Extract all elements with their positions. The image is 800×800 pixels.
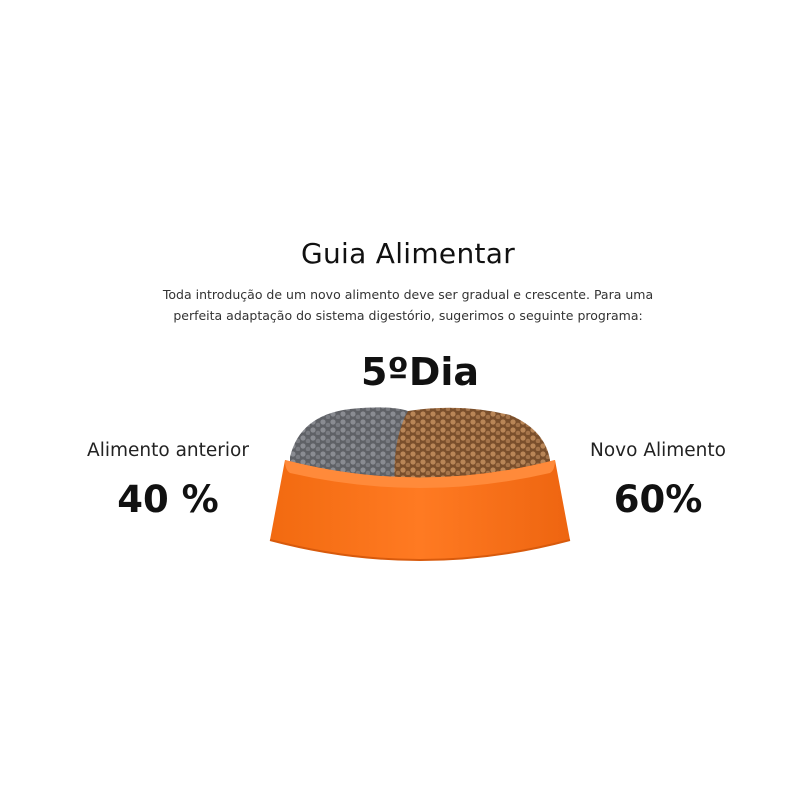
page-title: Guia Alimentar bbox=[300, 237, 516, 270]
intro-line-2: perfeita adaptação do sistema digestório… bbox=[173, 308, 643, 323]
new-food-label: Novo Alimento bbox=[590, 440, 726, 461]
food-bowl-image bbox=[269, 407, 571, 561]
day-label: 5ºDia bbox=[360, 350, 480, 394]
bowl-body bbox=[270, 460, 570, 560]
new-food-kibble bbox=[394, 407, 550, 485]
previous-food-label: Alimento anterior bbox=[87, 440, 249, 461]
intro-text: Toda introdução de um novo alimento deve… bbox=[0, 284, 800, 326]
intro-line-1: Toda introdução de um novo alimento deve… bbox=[162, 287, 654, 302]
previous-food-percent: 40 % bbox=[117, 478, 219, 521]
old-food-kibble bbox=[290, 407, 408, 485]
new-food-percent: 60% bbox=[613, 478, 703, 521]
